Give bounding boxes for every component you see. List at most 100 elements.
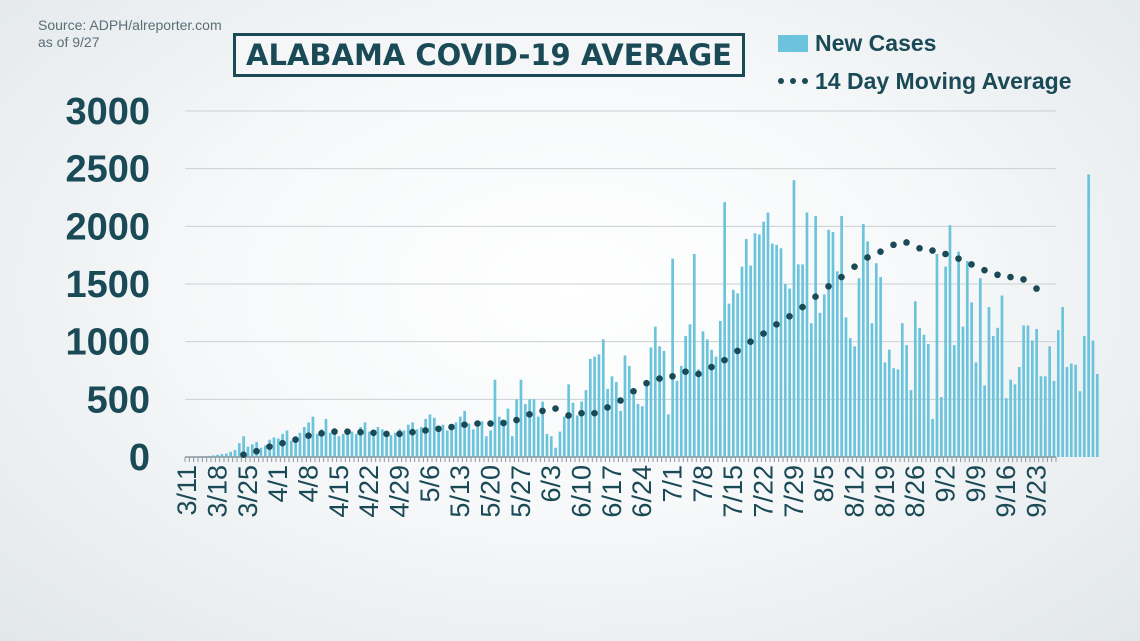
bar	[705, 339, 709, 457]
bar	[311, 416, 315, 457]
bar	[740, 266, 744, 457]
bar	[502, 424, 505, 457]
moving-average-point	[383, 430, 390, 438]
bar	[1039, 376, 1043, 457]
moving-average-point	[903, 239, 910, 246]
bar	[519, 379, 523, 457]
bar	[1013, 384, 1017, 457]
bar	[398, 429, 401, 457]
chart-title-box: ALABAMA COVID-19 AVERAGE	[233, 33, 745, 77]
moving-average-point	[1033, 285, 1040, 292]
bar	[835, 271, 839, 457]
moving-average-point	[305, 432, 312, 439]
moving-average-point	[370, 429, 377, 437]
moving-average-point	[877, 248, 884, 256]
bar	[545, 433, 549, 457]
bar	[471, 429, 475, 457]
x-tick-label: 4/8	[294, 465, 324, 503]
bar	[1078, 391, 1082, 457]
moving-average-point	[942, 250, 949, 258]
moving-average-point	[513, 416, 520, 424]
moving-average-point	[825, 283, 832, 290]
moving-average-point	[487, 420, 494, 427]
bar	[346, 430, 349, 457]
bar	[493, 379, 497, 457]
moving-average-point	[786, 312, 793, 320]
bar	[887, 349, 891, 457]
x-tick-label: 5/27	[506, 465, 536, 518]
bar	[341, 433, 345, 457]
bar	[367, 431, 371, 457]
bar	[744, 239, 748, 457]
bar	[645, 382, 648, 457]
x-tick-label: 6/3	[536, 465, 566, 503]
bar	[944, 266, 947, 457]
moving-average-point	[708, 363, 715, 371]
bar	[1074, 364, 1077, 457]
legend-label-moving-average: 14 Day Moving Average	[815, 67, 1072, 94]
legend: New Cases 14 Day Moving Average	[778, 24, 1072, 100]
moving-average-point	[838, 273, 845, 281]
bar	[870, 323, 874, 457]
as-of-line: as of 9/27	[38, 34, 100, 50]
x-tick-label: 8/5	[809, 465, 839, 503]
bar	[1022, 325, 1025, 457]
bar	[818, 312, 822, 457]
x-tick-label: 5/20	[476, 465, 506, 518]
moving-average-point	[604, 404, 611, 411]
moving-average-point	[955, 255, 962, 262]
bar	[861, 224, 865, 457]
bar	[666, 414, 670, 457]
moving-average-point	[578, 409, 585, 417]
bar	[1017, 367, 1021, 457]
x-tick-label: 8/12	[840, 465, 870, 518]
bar	[229, 451, 232, 457]
moving-average-point	[734, 347, 741, 355]
bar	[879, 277, 882, 457]
bar	[350, 431, 354, 457]
bar	[571, 402, 575, 457]
bar	[224, 453, 228, 457]
legend-item-moving-average: 14 Day Moving Average	[778, 62, 1072, 100]
bar	[467, 423, 471, 457]
bar	[640, 406, 644, 457]
y-tick-label: 2500	[65, 149, 150, 191]
x-tick-label: 8/26	[900, 465, 930, 518]
bar-swatch-icon	[778, 34, 808, 52]
moving-average-point	[565, 412, 572, 419]
bar	[931, 418, 934, 457]
bar	[424, 418, 427, 457]
bar	[263, 445, 267, 457]
bar	[892, 368, 895, 457]
bar	[614, 382, 618, 457]
moving-average-point	[461, 421, 468, 429]
bar	[649, 347, 653, 457]
bar	[671, 258, 674, 457]
bar	[380, 429, 384, 457]
x-tick-label: 7/1	[658, 465, 688, 503]
bar	[302, 427, 306, 457]
bar	[567, 384, 570, 457]
bar	[532, 399, 536, 457]
bar	[463, 410, 466, 457]
bar	[259, 447, 263, 457]
bar	[211, 455, 215, 457]
moving-average-point	[851, 263, 858, 271]
x-tick-label: 9/9	[961, 465, 991, 503]
moving-average-point	[331, 428, 338, 435]
bar	[627, 365, 631, 457]
moving-average-point	[253, 447, 260, 455]
bar	[1000, 295, 1004, 457]
bar	[918, 327, 921, 457]
moving-average-point	[396, 430, 403, 438]
bar	[480, 421, 484, 457]
y-tick-label: 1000	[65, 322, 150, 364]
bar	[1069, 363, 1073, 457]
moving-average-point	[591, 409, 598, 417]
moving-average-point	[916, 244, 923, 252]
bar	[965, 260, 969, 457]
bar	[762, 221, 765, 457]
bar	[415, 429, 419, 457]
x-tick-label: 3/11	[172, 465, 202, 516]
bar	[1095, 373, 1099, 457]
